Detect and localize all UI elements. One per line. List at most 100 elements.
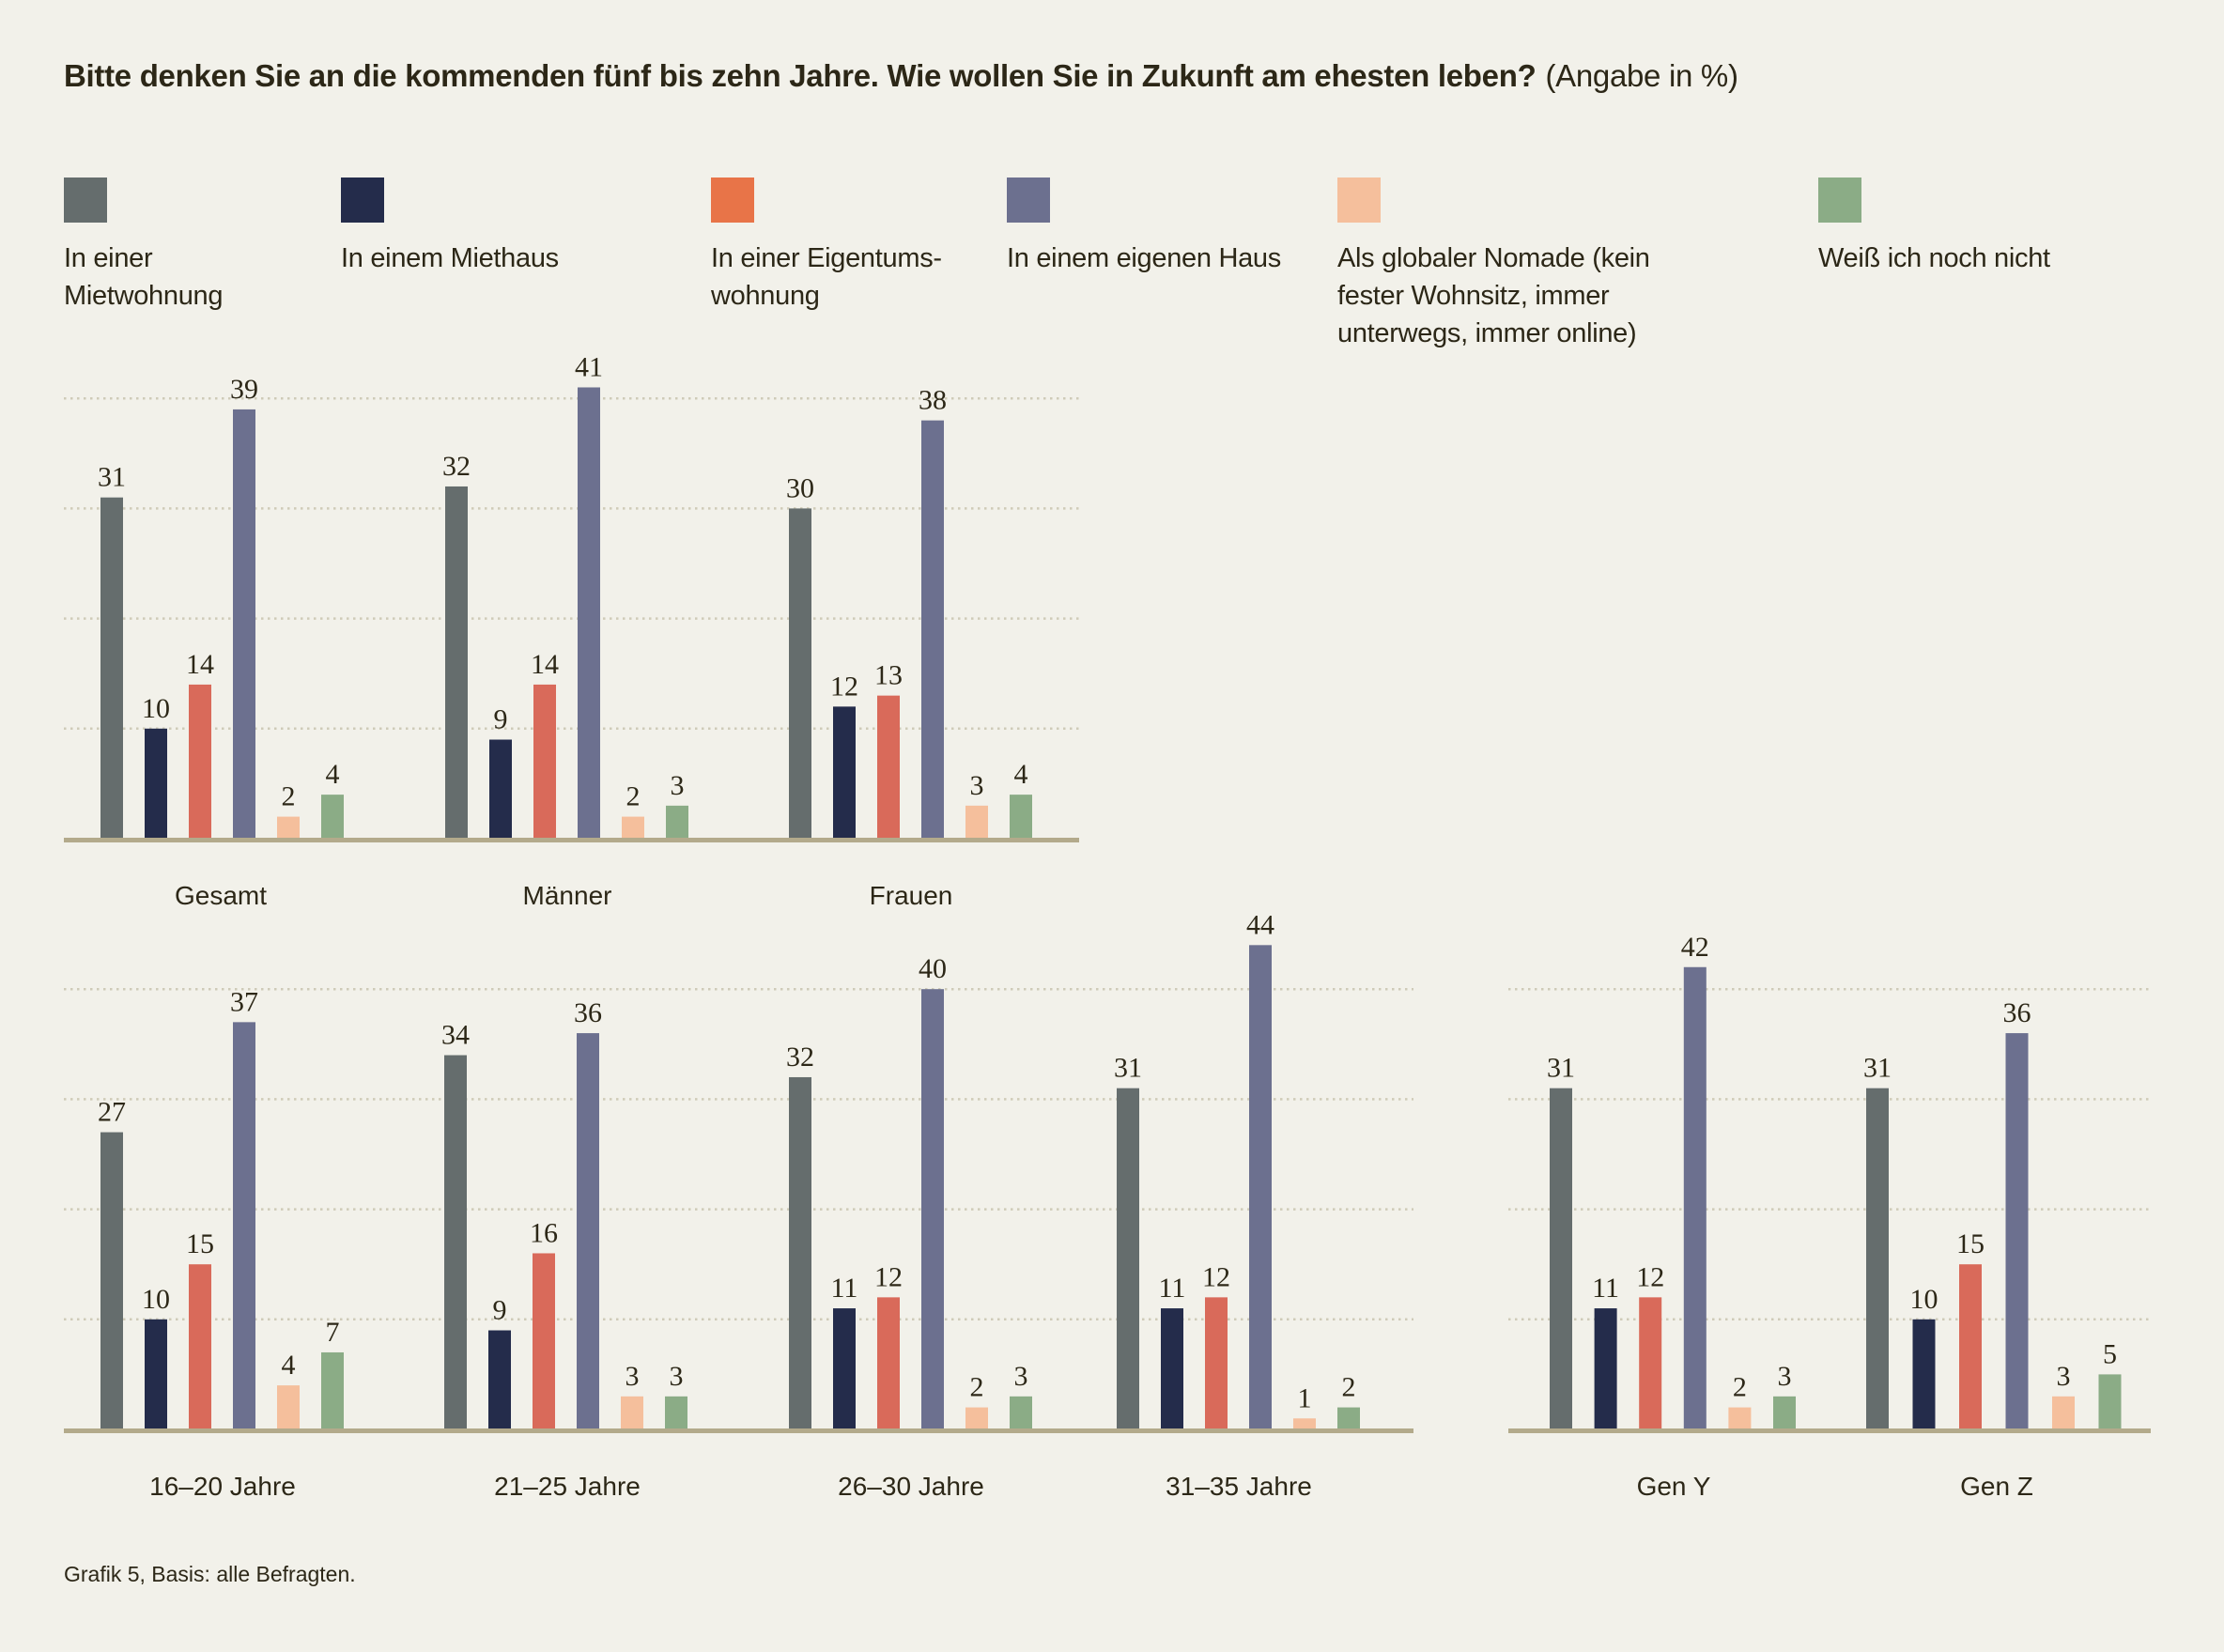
data-label: 31 (1114, 1053, 1142, 1084)
category-label: Gen Y (1637, 1472, 1711, 1501)
data-label: 42 (1681, 932, 1709, 963)
title-question: Bitte denken Sie an die kommenden fünf b… (64, 58, 1537, 93)
data-label: 39 (230, 374, 258, 405)
bar (444, 1055, 467, 1429)
category-label: 31–35 Jahre (1166, 1472, 1312, 1501)
bar (488, 1330, 511, 1429)
category-label: Frauen (870, 881, 953, 910)
category-label: Gesamt (175, 881, 267, 910)
legend-label: In einer Mietwohnung (64, 243, 224, 311)
data-label: 2 (282, 781, 296, 812)
bar (233, 1022, 255, 1429)
bar (1728, 1407, 1752, 1429)
data-label: 30 (786, 472, 814, 503)
category-label: 26–30 Jahre (838, 1472, 984, 1501)
bar (100, 1132, 123, 1429)
bar (1959, 1264, 1982, 1429)
data-label: 5 (2103, 1338, 2117, 1369)
bar (533, 684, 556, 839)
bar (533, 1253, 555, 1429)
data-label: 3 (1014, 1361, 1028, 1392)
data-label: 11 (831, 1273, 858, 1304)
bar (189, 1264, 211, 1429)
data-label: 31 (1863, 1053, 1892, 1084)
data-label: 9 (493, 1295, 507, 1326)
bar (1639, 1297, 1662, 1429)
category-label: 21–25 Jahre (494, 1472, 641, 1501)
data-label: 27 (98, 1097, 126, 1128)
x-axis-baseline (64, 1428, 1413, 1433)
bar (1337, 1407, 1360, 1429)
data-label: 31 (98, 462, 126, 493)
data-label: 12 (1202, 1261, 1230, 1292)
bar (789, 508, 811, 839)
bar (2005, 1033, 2029, 1429)
bar (145, 1319, 167, 1429)
data-label: 15 (1956, 1228, 1985, 1259)
legend-label: Als globaler Nomade (kein fester Wohnsit… (1337, 243, 1650, 348)
data-label: 2 (970, 1372, 984, 1403)
data-label: 16 (530, 1217, 558, 1248)
bar (1773, 1396, 1796, 1429)
bar (321, 795, 344, 839)
chart-title: Bitte denken Sie an die kommenden fünf b… (64, 58, 1738, 94)
legend-item-eigentumswohnung: In einer Eigentums- wohnung (711, 178, 942, 315)
bar (1293, 1418, 1316, 1429)
legend-item-mietwohnung: In einer Mietwohnung (64, 178, 224, 315)
bar (921, 989, 944, 1429)
bar (789, 1076, 811, 1429)
legend-label: In einem Miethaus (341, 243, 559, 273)
data-label: 14 (186, 649, 214, 680)
data-label: 3 (970, 770, 984, 801)
data-label: 3 (2057, 1361, 2071, 1392)
bar (578, 387, 600, 839)
bar (1249, 945, 1272, 1429)
data-label: 32 (786, 1042, 814, 1073)
bar (577, 1033, 599, 1429)
data-label: 3 (671, 770, 685, 801)
legend-item-eigenes-haus: In einem eigenen Haus (1007, 178, 1281, 277)
data-label: 12 (874, 1261, 903, 1292)
bar (965, 805, 988, 839)
footnote: Grafik 5, Basis: alle Befragten. (64, 1562, 356, 1586)
bar (665, 1396, 687, 1429)
legend-swatch (711, 178, 754, 223)
legend-item-weiss-nicht: Weiß ich noch nicht (1818, 178, 2050, 277)
legend-item-miethaus: In einem Miethaus (341, 178, 559, 277)
data-label: 32 (442, 451, 471, 482)
data-label: 4 (282, 1350, 296, 1381)
bar (833, 706, 856, 839)
bar (1117, 1088, 1139, 1429)
data-label: 44 (1246, 909, 1274, 940)
bar (321, 1351, 344, 1429)
bar (1594, 1308, 1617, 1429)
bar (622, 816, 644, 839)
data-label: 40 (919, 953, 947, 984)
bar (277, 1385, 300, 1429)
bar (877, 1297, 900, 1429)
legend-label: In einem eigenen Haus (1007, 243, 1281, 273)
bar (233, 409, 255, 839)
data-label: 15 (186, 1228, 214, 1259)
data-label: 2 (1733, 1372, 1747, 1403)
data-label: 11 (1159, 1273, 1186, 1304)
data-label: 11 (1592, 1273, 1619, 1304)
bar (145, 728, 167, 839)
data-label: 4 (326, 759, 340, 790)
data-label: 10 (142, 1284, 170, 1315)
category-label: Gen Z (1960, 1472, 2033, 1501)
data-label: 37 (230, 986, 258, 1017)
legend-label: Weiß ich noch nicht (1818, 243, 2050, 273)
data-label: 36 (574, 997, 602, 1028)
bar (921, 420, 944, 839)
legend-swatch (64, 178, 107, 223)
data-label: 10 (1910, 1284, 1938, 1315)
bar (877, 695, 900, 839)
data-label: 2 (626, 781, 641, 812)
data-label: 10 (142, 693, 170, 724)
bar (100, 497, 123, 839)
x-axis-baseline (1508, 1428, 2151, 1433)
data-label: 4 (1014, 759, 1028, 790)
data-label: 3 (670, 1361, 684, 1392)
